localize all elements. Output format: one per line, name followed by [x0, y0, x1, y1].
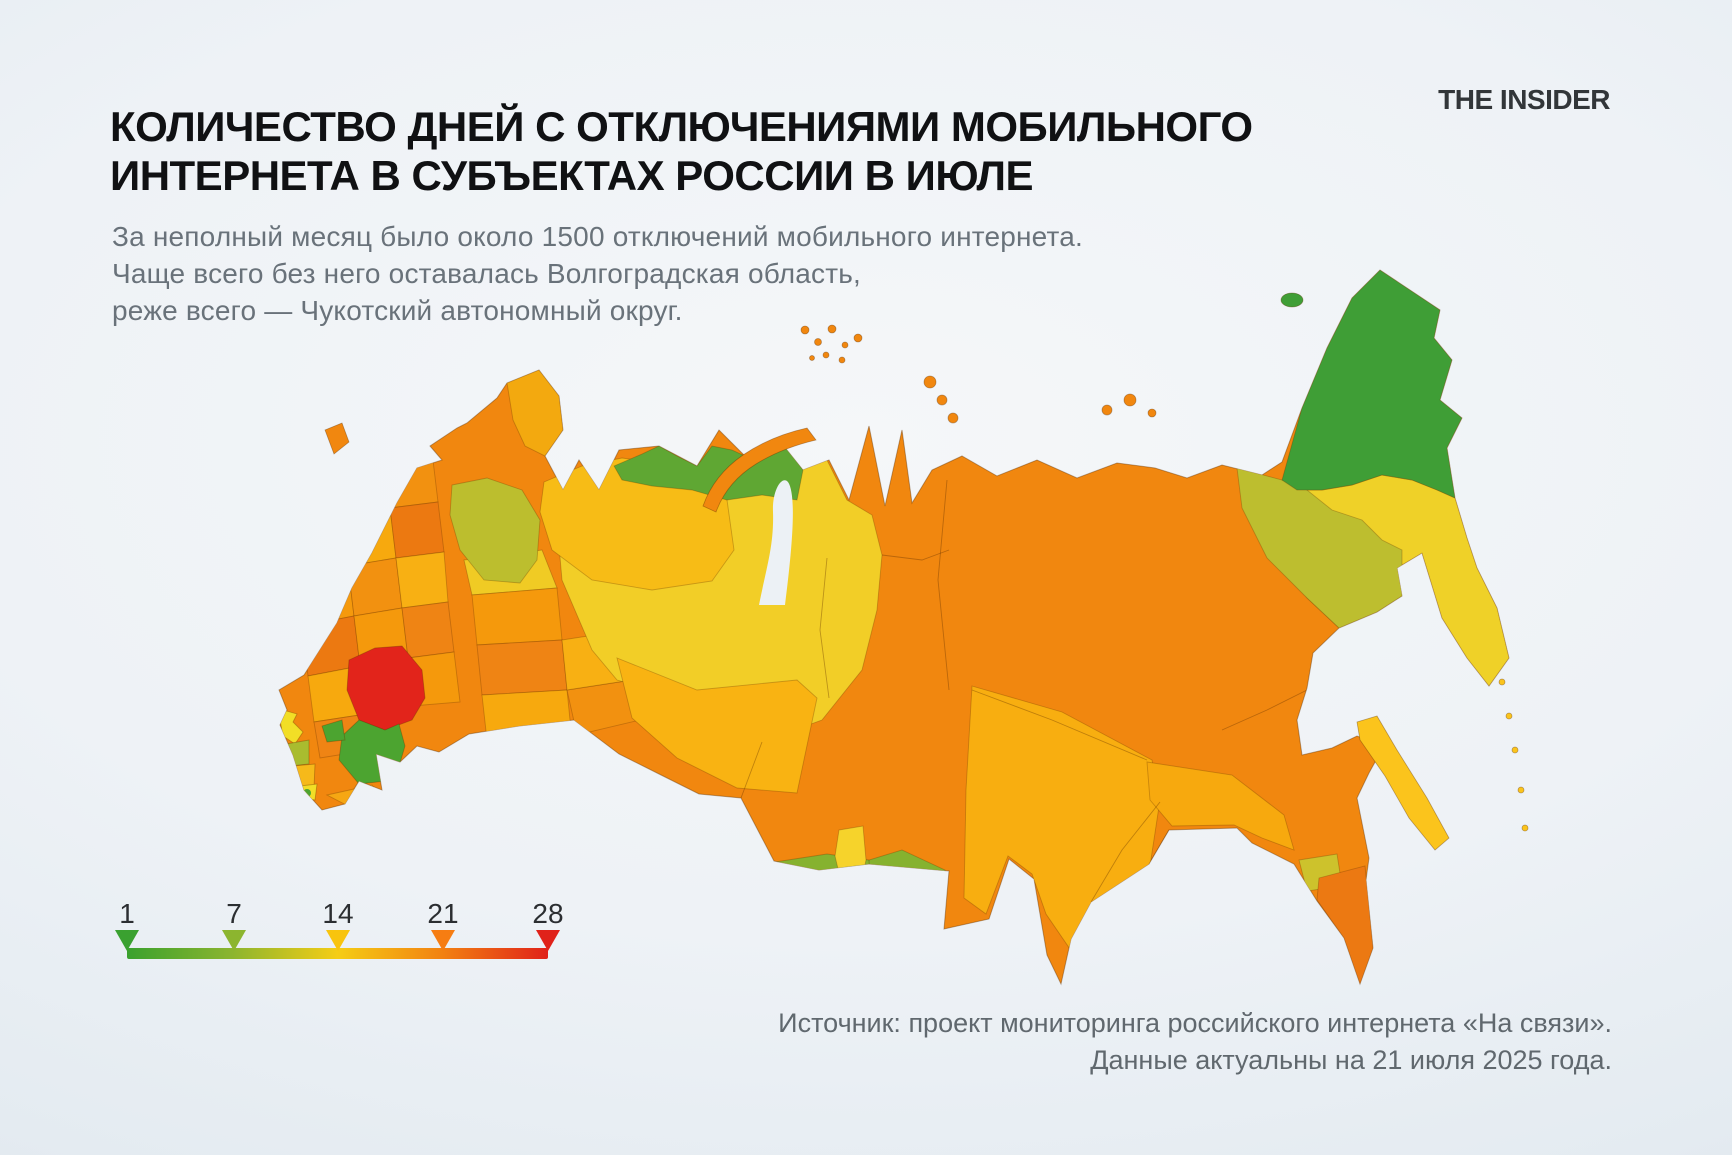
source-line-2: Данные актуальны на 21 июля 2025 года. — [1090, 1045, 1612, 1075]
region-borders — [740, 479, 1308, 903]
ob-gulf-water — [759, 480, 793, 605]
region-murmansk-amber — [506, 369, 564, 457]
region-border — [868, 859, 873, 931]
legend-tick-label: 21 — [427, 898, 459, 929]
legend: 1 7 14 21 28 — [115, 898, 564, 964]
franz-josef-land-islands — [800, 324, 863, 364]
legend-tick-label: 14 — [322, 898, 354, 929]
legend-tick-marker — [222, 930, 246, 951]
legend-tick-marker — [431, 930, 455, 951]
subtitle: За неполный месяц было около 1500 отключ… — [112, 218, 1083, 329]
novaya-zemlya-island — [702, 427, 817, 513]
title-line-1: КОЛИЧЕСТВО ДНЕЙ С ОТКЛЮЧЕНИЯМИ МОБИЛЬНОГ… — [110, 103, 1253, 151]
region-arkhangelsk-amber — [539, 457, 735, 591]
map-islands — [324, 292, 1529, 851]
region-primorye — [1316, 865, 1374, 984]
page-title: КОЛИЧЕСТВО ДНЕЙ С ОТКЛЮЧЕНИЯМИ МОБИЛЬНОГ… — [110, 102, 1253, 200]
wrangel-island-green — [1280, 292, 1304, 308]
region-caucasus-green-dot — [303, 789, 311, 797]
legend-tick-label: 1 — [119, 898, 135, 929]
legend-tick-label: 7 — [226, 898, 242, 929]
subtitle-line-2: Чаще всего без него оставалась Волгоград… — [112, 258, 862, 289]
russia-choropleth-map — [222, 250, 1532, 998]
subtitle-line-1: За неполный месяц было около 1500 отключ… — [112, 221, 1083, 252]
new-siberian-islands — [1101, 393, 1157, 418]
region-caucasus-olive — [285, 739, 310, 767]
map-svg — [278, 269, 1529, 986]
legend-tick-label: 28 — [532, 898, 564, 929]
region-amur-amber — [1146, 761, 1295, 851]
region-karelia-olive — [449, 477, 541, 584]
source-note: Источник: проект мониторинга российского… — [778, 1005, 1612, 1079]
source-line-1: Источник: проект мониторинга российского… — [778, 1008, 1612, 1038]
legend-gradient-bar — [127, 948, 548, 959]
region-omsk-novosibirsk-amber — [616, 657, 818, 794]
region-sakhalin-yellow — [1356, 715, 1450, 851]
legend-tick-marker — [115, 930, 139, 951]
map-regions — [279, 270, 1509, 984]
region-kaliningrad — [324, 422, 350, 455]
region-volgograd-red — [346, 645, 426, 731]
region-chukotka-green — [1281, 270, 1463, 499]
region-small-green — [321, 719, 346, 743]
legend-tick-marker — [326, 930, 350, 951]
kuril-islands — [1498, 678, 1529, 832]
legend-tick-marker — [536, 930, 560, 951]
title-line-2: ИНТЕРНЕТА В СУБЪЕКТАХ РОССИИ В ИЮЛЕ — [110, 152, 1034, 200]
subtitle-line-3: реже всего — Чукотский автономный округ. — [112, 295, 683, 326]
brand-logo: THE INSIDER — [1438, 84, 1610, 115]
region-khakassia-yellow — [834, 825, 867, 895]
severnaya-zemlya-islands — [923, 375, 959, 424]
